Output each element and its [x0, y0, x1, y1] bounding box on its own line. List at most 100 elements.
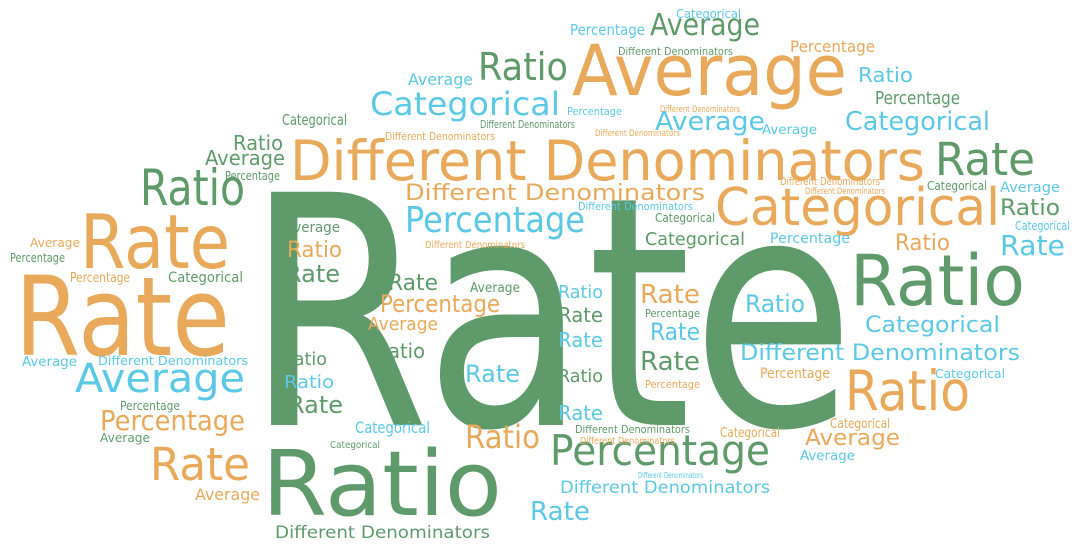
word: Different Denominators [385, 130, 495, 143]
word: Different Denominators [660, 105, 740, 115]
word: Ratio [850, 240, 1025, 322]
word: Percentage [550, 426, 770, 475]
word: Different Denominators [98, 354, 248, 368]
word: Rate [558, 401, 603, 425]
word: Average [408, 70, 473, 89]
word: Rate [530, 497, 590, 527]
word: Different Denominators [578, 200, 693, 213]
word: Ratio [284, 372, 334, 393]
word: Categorical [715, 178, 1000, 238]
word: Percentage [570, 21, 645, 39]
word: Different Denominators [275, 523, 490, 541]
word: Rate [288, 391, 343, 419]
word: Rate [640, 280, 700, 310]
word: Different Denominators [480, 118, 575, 131]
word: Ratio [1000, 196, 1060, 221]
word: Rate [15, 253, 230, 381]
word: Percentage [380, 290, 500, 318]
word: Percentage [405, 200, 585, 241]
word: Percentage [100, 404, 245, 437]
word: Percentage [790, 37, 875, 56]
word: Percentage [225, 169, 280, 183]
word: Different Denominators [405, 181, 705, 206]
word: Categorical [330, 440, 380, 451]
word: Rate [150, 438, 250, 491]
word: Percentage [875, 88, 960, 109]
word: Categorical [645, 229, 745, 250]
word: Average [75, 356, 245, 402]
word: Different Denominators [425, 240, 525, 251]
word: Average [762, 123, 817, 138]
word: Rate [1000, 229, 1065, 262]
word: Categorical [282, 111, 347, 129]
word: Categorical [655, 211, 715, 225]
word: Ratio [262, 432, 502, 537]
word: Rate [285, 260, 340, 288]
word: Average [650, 8, 760, 43]
word: Categorical [935, 367, 1005, 381]
word: Average [22, 355, 77, 370]
word: Different Denominators [575, 423, 690, 436]
word: Ratio [895, 231, 950, 256]
word: Average [805, 426, 900, 451]
word: Categorical [830, 417, 890, 432]
word: Average [800, 449, 855, 464]
word: Ratio [233, 131, 283, 155]
word: Percentage [645, 378, 700, 391]
word: Average [30, 236, 80, 250]
word: Percentage [70, 271, 130, 286]
word: Percentage [10, 251, 65, 265]
word: Rate [388, 271, 438, 296]
word: Ratio [858, 63, 913, 87]
word: Categorical [845, 107, 990, 137]
word: Different Denominators [780, 175, 880, 188]
word: Percentage [567, 105, 622, 118]
word: Different Denominators [290, 129, 925, 193]
word: Categorical [676, 7, 741, 21]
word: Percentage [120, 399, 180, 413]
word: Average [195, 485, 260, 504]
word: Rate [558, 303, 603, 327]
word: Average [368, 314, 438, 335]
word: Rate [245, 129, 855, 501]
word: Rate [935, 133, 1035, 186]
word: Rate [80, 198, 230, 286]
word: Ratio [465, 418, 540, 456]
word: Categorical [927, 179, 987, 193]
word: Different Denominators [560, 478, 770, 498]
word: Average [572, 30, 847, 112]
word: Different Denominators [805, 187, 885, 197]
word: Percentage [760, 366, 830, 382]
word: Categorical [168, 270, 243, 286]
word: Categorical [370, 85, 560, 123]
word: Percentage [770, 231, 850, 247]
word: Ratio [478, 45, 568, 89]
word: Categorical [865, 313, 1000, 338]
word: Categorical [1015, 219, 1070, 233]
word: Average [470, 281, 520, 296]
word: Ratio [140, 159, 245, 217]
word: Ratio [845, 359, 970, 423]
word: Categorical [355, 418, 430, 437]
word: Rate [650, 318, 700, 346]
word: Categorical [720, 426, 780, 441]
word: Ratio [375, 339, 425, 363]
word: Average [285, 220, 340, 236]
word: Ratio [558, 282, 603, 303]
word: Ratio [287, 238, 342, 263]
word: Average [205, 146, 285, 170]
word: Ratio [745, 290, 805, 318]
word: Rate [640, 347, 700, 377]
word: Average [655, 107, 765, 137]
word: Different Denominators [580, 436, 675, 447]
word: Percentage [645, 307, 700, 320]
word: Rate [558, 328, 603, 352]
word: Different Denominators [595, 129, 680, 139]
word: Rate [465, 360, 520, 388]
word: Average [1000, 180, 1060, 196]
word: Ratio [282, 349, 327, 370]
word: Ratio [558, 366, 603, 387]
word: Different Denominators [638, 471, 703, 480]
word: Different Denominators [618, 45, 733, 58]
